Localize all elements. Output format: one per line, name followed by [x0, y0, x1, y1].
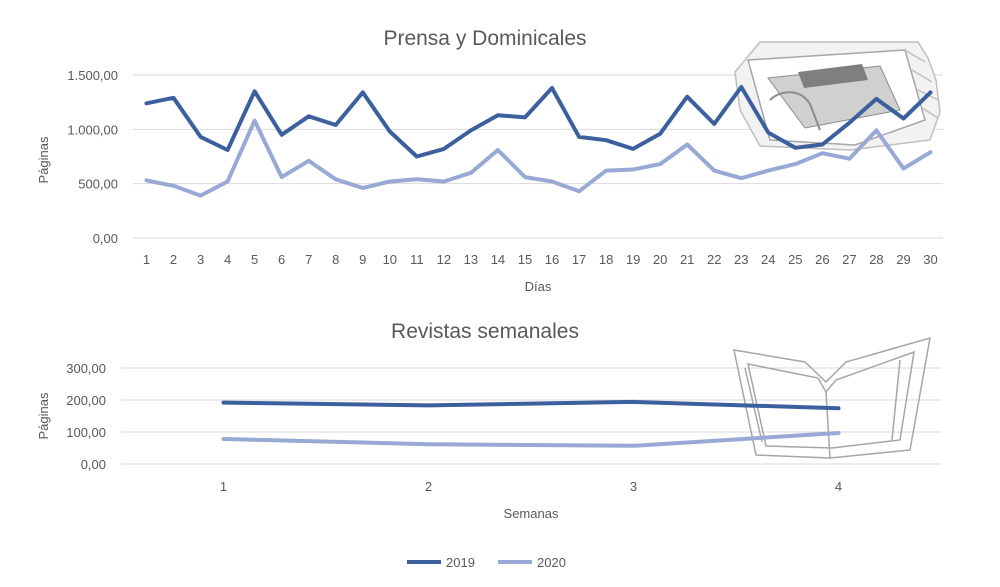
x-tick-label: 25	[788, 252, 802, 267]
x-tick-label: 16	[545, 252, 559, 267]
y-tick-label: 500,00	[78, 177, 118, 192]
legend: 2019 2020	[407, 555, 566, 570]
y-tick-label: 1.500,00	[67, 68, 118, 83]
open-magazine-icon	[733, 336, 931, 459]
legend-label-2019: 2019	[446, 555, 475, 570]
x-tick-label: 29	[896, 252, 910, 267]
y-tick-label: 100,00	[66, 425, 106, 440]
x-tick-label: 19	[626, 252, 640, 267]
x-tick-label: 2	[170, 252, 177, 267]
x-tick-label: 20	[653, 252, 667, 267]
x-tick-label: 11	[410, 252, 424, 267]
y-tick-label: 1.000,00	[67, 122, 118, 137]
chart-title-prensa: Prensa y Dominicales	[383, 27, 586, 50]
x-tick-label: 14	[491, 252, 505, 267]
x-tick-label: 22	[707, 252, 721, 267]
x-tick-label: 15	[518, 252, 532, 267]
series-line-2019	[221, 399, 841, 411]
x-tick-label: 17	[572, 252, 586, 267]
x-tick-label: 5	[251, 252, 258, 267]
x-tick-label: 4	[224, 252, 231, 267]
series-lines-prensa	[144, 85, 933, 198]
chart-revistas: Revistas semanales 0,00 100,00 200,00 300,0…	[36, 320, 941, 521]
x-tick-label: 13	[464, 252, 478, 267]
gridlines-revistas	[121, 367, 941, 465]
y-tick-label: 0,00	[93, 231, 118, 246]
y-axis-title-prensa: Páginas	[36, 136, 51, 183]
x-axis-title-prensa: Días	[525, 279, 552, 294]
x-tick-label: 7	[305, 252, 312, 267]
x-tick-label: 8	[332, 252, 339, 267]
x-tick-label: 1	[220, 479, 227, 494]
x-tick-label: 27	[842, 252, 856, 267]
x-tick-label: 2	[425, 479, 432, 494]
x-tick-label: 18	[599, 252, 613, 267]
legend-label-2020: 2020	[537, 555, 566, 570]
chart-prensa: Prensa y Dominicales 0,00 500,00 1.000,00 1…	[36, 27, 943, 294]
newspaper-icon	[734, 41, 941, 151]
y-tick-label: 300,00	[66, 361, 106, 376]
x-tick-label: 3	[197, 252, 204, 267]
x-tick-label: 9	[359, 252, 366, 267]
x-tick-label: 4	[835, 479, 842, 494]
y-tick-label: 200,00	[66, 393, 106, 408]
x-tick-label: 3	[630, 479, 637, 494]
series-line-2020	[221, 431, 841, 448]
x-axis-title-revistas: Semanas	[504, 506, 559, 521]
x-tick-label: 10	[383, 252, 397, 267]
series-line-2019	[144, 85, 933, 159]
x-tick-labels-revistas: 1 2 3 4	[220, 479, 842, 494]
x-tick-label: 21	[680, 252, 694, 267]
series-line-2020	[144, 118, 933, 198]
x-tick-label: 6	[278, 252, 285, 267]
chart-title-revistas: Revistas semanales	[391, 320, 579, 343]
y-tick-label: 0,00	[81, 457, 106, 472]
series-lines-revistas	[221, 399, 841, 448]
y-axis-title-revistas: Páginas	[36, 392, 51, 439]
y-tick-labels-revistas: 0,00 100,00 200,00 300,00	[66, 361, 106, 472]
x-tick-label: 12	[437, 252, 451, 267]
x-tick-label: 30	[923, 252, 937, 267]
y-tick-labels-prensa: 0,00 500,00 1.000,00 1.500,00	[67, 68, 118, 246]
x-tick-label: 26	[815, 252, 829, 267]
x-tick-labels-prensa: 1 2 3 4 5 6 7 8 9 10 11 12 13 14 15 16 17 18 19 20 21 22 23 24 2…	[143, 252, 938, 267]
x-tick-label: 23	[734, 252, 748, 267]
x-tick-label: 24	[761, 252, 775, 267]
x-tick-label: 1	[143, 252, 150, 267]
x-tick-label: 28	[869, 252, 883, 267]
